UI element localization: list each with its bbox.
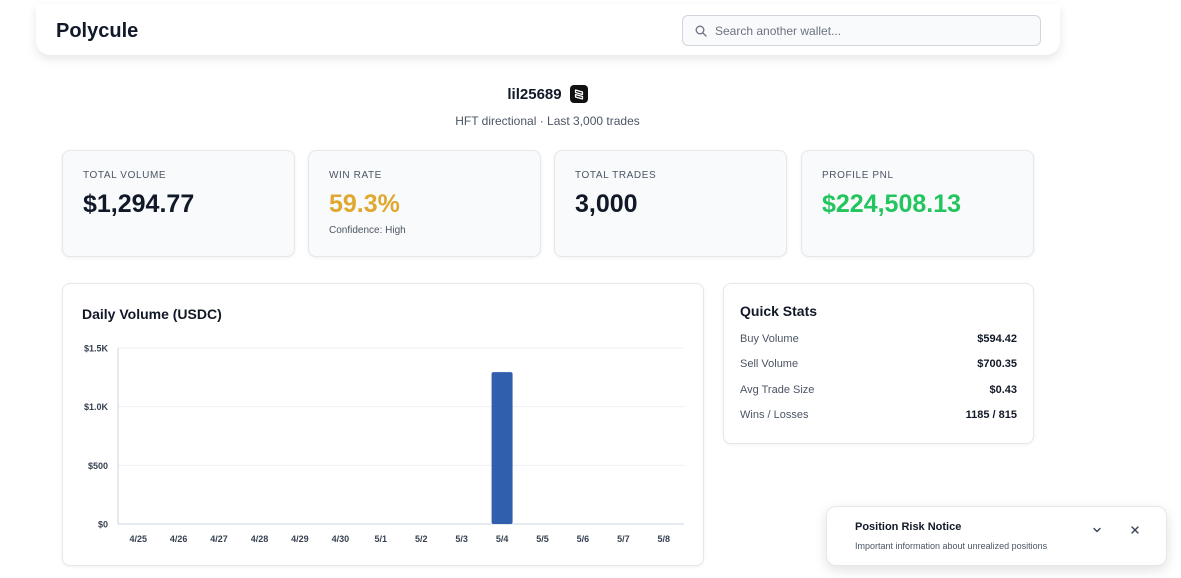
top-nav: Polycule	[36, 4, 1060, 55]
y-tick-label: $500	[88, 461, 108, 471]
card-value: $1,294.77	[83, 190, 195, 218]
stat-value: 1185 / 815	[965, 408, 1017, 421]
quick-stats-title: Quick Stats	[740, 303, 818, 319]
profile-subtitle: HFT directional · Last 3,000 trades	[455, 114, 640, 128]
card-value: 3,000	[575, 190, 638, 218]
y-tick-label: $1.0K	[84, 402, 109, 412]
x-tick-label: 4/27	[210, 534, 228, 544]
wallet-username: lil25689	[507, 85, 562, 103]
profile-pnl-card: PROFILE PNL $224,508.13	[801, 150, 1034, 257]
x-tick-label: 5/3	[455, 534, 468, 544]
daily-volume-chart-panel: Daily Volume (USDC) $0 $500 $1.0K $1.5K 4/25…	[62, 283, 704, 566]
card-label: WIN RATE	[329, 170, 382, 181]
stat-value: $0.43	[989, 383, 1017, 396]
stat-row-sell-volume: Sell Volume $700.35	[740, 358, 1017, 383]
stat-label: Avg Trade Size	[740, 383, 815, 396]
x-tick-label: 5/8	[658, 534, 671, 544]
card-label: PROFILE PNL	[822, 170, 894, 181]
notice-description: Important information about unrealized p…	[855, 541, 1048, 551]
x-tick-label: 4/29	[291, 534, 309, 544]
x-tick-label: 5/4	[496, 534, 509, 544]
y-tick-label: $0	[98, 520, 108, 530]
card-value: 59.3%	[329, 190, 400, 218]
chevron-down-icon[interactable]	[1089, 522, 1105, 538]
search-box[interactable]	[682, 15, 1041, 46]
stat-row-avg-trade-size: Avg Trade Size $0.43	[740, 384, 1017, 409]
card-label: TOTAL TRADES	[575, 170, 657, 181]
polymarket-logo-icon[interactable]	[569, 85, 588, 103]
x-tick-label: 5/7	[617, 534, 630, 544]
total-trades-card: TOTAL TRADES 3,000	[554, 150, 787, 257]
quick-stats-list: Buy Volume $594.42 Sell Volume $700.35 A…	[740, 333, 1017, 434]
profile-header: lil25689 HFT directional · Last 3,000 tr…	[0, 84, 1095, 128]
notice-title: Position Risk Notice	[855, 521, 962, 533]
x-tick-label: 4/26	[170, 534, 188, 544]
brand-logo[interactable]: Polycule	[56, 20, 139, 42]
confidence-note: Confidence: High	[329, 225, 406, 236]
win-rate-card: WIN RATE 59.3% Confidence: High	[308, 150, 541, 257]
x-tick-label: 5/6	[577, 534, 590, 544]
stat-value: $700.35	[977, 358, 1017, 371]
y-tick-label: $1.5K	[84, 344, 109, 354]
card-label: TOTAL VOLUME	[83, 170, 167, 181]
card-value: $224,508.13	[822, 190, 962, 218]
chart-title: Daily Volume (USDC)	[82, 306, 222, 322]
stat-label: Buy Volume	[740, 333, 799, 345]
x-tick-label: 5/1	[375, 534, 388, 544]
stat-label: Sell Volume	[740, 358, 799, 371]
position-risk-notice[interactable]: Position Risk Notice Important informati…	[826, 506, 1167, 566]
daily-volume-chart: $0 $500 $1.0K $1.5K 4/25 4/26 4/27 4/28 4/29 4/30…	[84, 344, 684, 544]
x-tick-label: 5/2	[415, 534, 428, 544]
close-icon[interactable]	[1127, 522, 1143, 538]
x-tick-label: 4/30	[332, 534, 350, 544]
x-tick-label: 4/25	[129, 534, 147, 544]
stat-label: Wins / Losses	[740, 408, 809, 421]
x-tick-label: 5/5	[536, 534, 549, 544]
stat-value: $594.42	[977, 333, 1017, 345]
bar	[491, 372, 513, 524]
quick-stats-panel: Quick Stats Buy Volume $594.42 Sell Volu…	[723, 283, 1034, 444]
stat-row-wins-losses: Wins / Losses 1185 / 815	[740, 409, 1017, 434]
search-input[interactable]	[715, 23, 1015, 38]
search-icon	[695, 25, 707, 37]
x-tick-label: 4/28	[251, 534, 269, 544]
stat-row-buy-volume: Buy Volume $594.42	[740, 333, 1017, 358]
total-volume-card: TOTAL VOLUME $1,294.77	[62, 150, 295, 257]
